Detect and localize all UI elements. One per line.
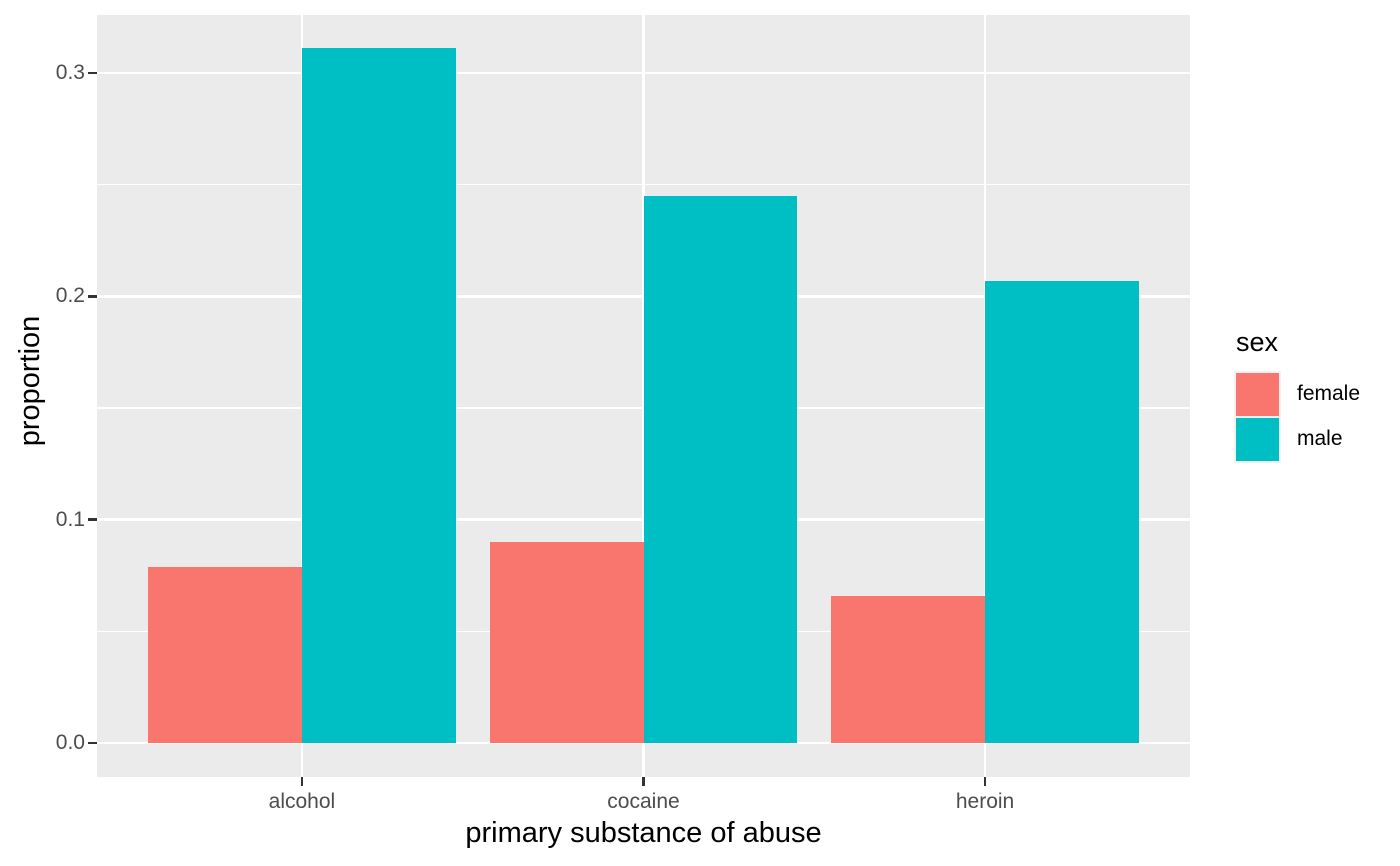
bar-cocaine-male — [643, 195, 798, 744]
x-axis-title: primary substance of abuse — [465, 817, 822, 849]
y-tick-mark — [88, 295, 97, 298]
bar-heroin-male — [985, 280, 1139, 744]
y-tick-label: 0.2 — [55, 284, 85, 308]
legend-label-male: male — [1297, 427, 1343, 450]
x-tick-label-cocaine: cocaine — [607, 790, 680, 813]
legend-key-female — [1236, 373, 1279, 416]
x-tick-label-alcohol: alcohol — [268, 790, 336, 813]
x-tick-mark — [983, 777, 987, 786]
legend-title: sex — [1236, 327, 1279, 357]
y-tick-label: 0.3 — [55, 61, 85, 85]
y-tick-mark — [88, 71, 97, 75]
y-tick-mark — [88, 741, 97, 745]
y-tick-label: 0.1 — [55, 507, 85, 531]
x-tick-label-heroin: heroin — [955, 790, 1015, 813]
y-tick-mark — [88, 518, 97, 521]
x-tick-mark — [642, 777, 645, 786]
plot-panel — [97, 15, 1190, 777]
bar-heroin-female — [831, 595, 986, 744]
y-tick-label: 0.0 — [55, 731, 85, 755]
bar-alcohol-male — [301, 48, 456, 744]
bar-alcohol-female — [148, 566, 302, 744]
bar-cocaine-female — [489, 542, 644, 744]
x-tick-mark — [300, 777, 304, 786]
legend-key-male — [1236, 418, 1279, 461]
legend-label-female: female — [1297, 382, 1361, 405]
y-axis-title: proportion — [14, 315, 46, 447]
